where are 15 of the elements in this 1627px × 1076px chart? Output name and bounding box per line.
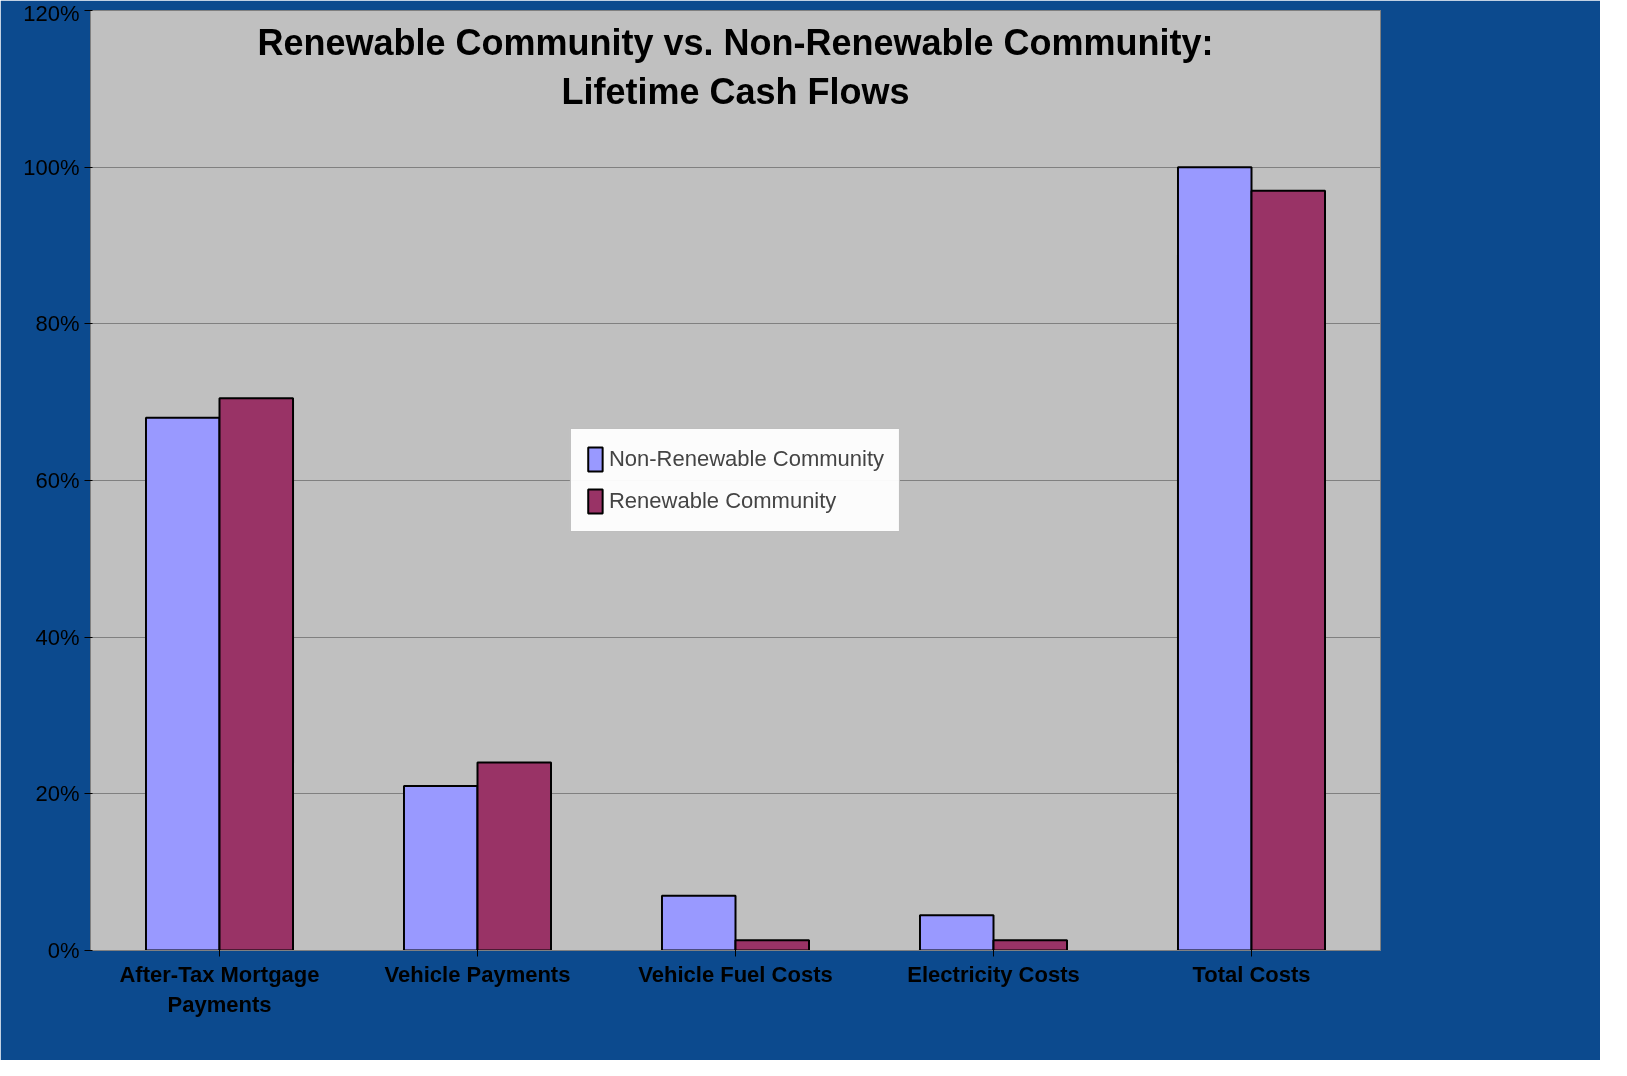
y-tick-label: 20% bbox=[35, 781, 80, 807]
text: Renewable Community vs. Non-Renewable Community: Lifetime Cash Flows bbox=[257, 22, 1214, 113]
x-tick-label: After-Tax Mortgage Payments bbox=[119, 961, 320, 1017]
y-tick-label: 40% bbox=[35, 624, 80, 650]
legend-label: Renewable Community bbox=[608, 488, 837, 514]
y-tick-label: 0% bbox=[47, 938, 80, 963]
y-tick-label: 80% bbox=[35, 311, 80, 337]
legend-label: Non-Renewable Community bbox=[608, 446, 885, 472]
y-tick-label: 60% bbox=[35, 468, 80, 493]
x-tick-label: Vehicle Payments bbox=[384, 961, 571, 987]
y-tick-label: 100% bbox=[23, 154, 80, 180]
x-tick-label: Electricity Costs bbox=[907, 961, 1080, 987]
x-tick-label: Vehicle Fuel Costs bbox=[638, 961, 833, 987]
y-tick-label: 120% bbox=[23, 0, 80, 26]
x-tick-label: Total Costs bbox=[1192, 961, 1311, 987]
